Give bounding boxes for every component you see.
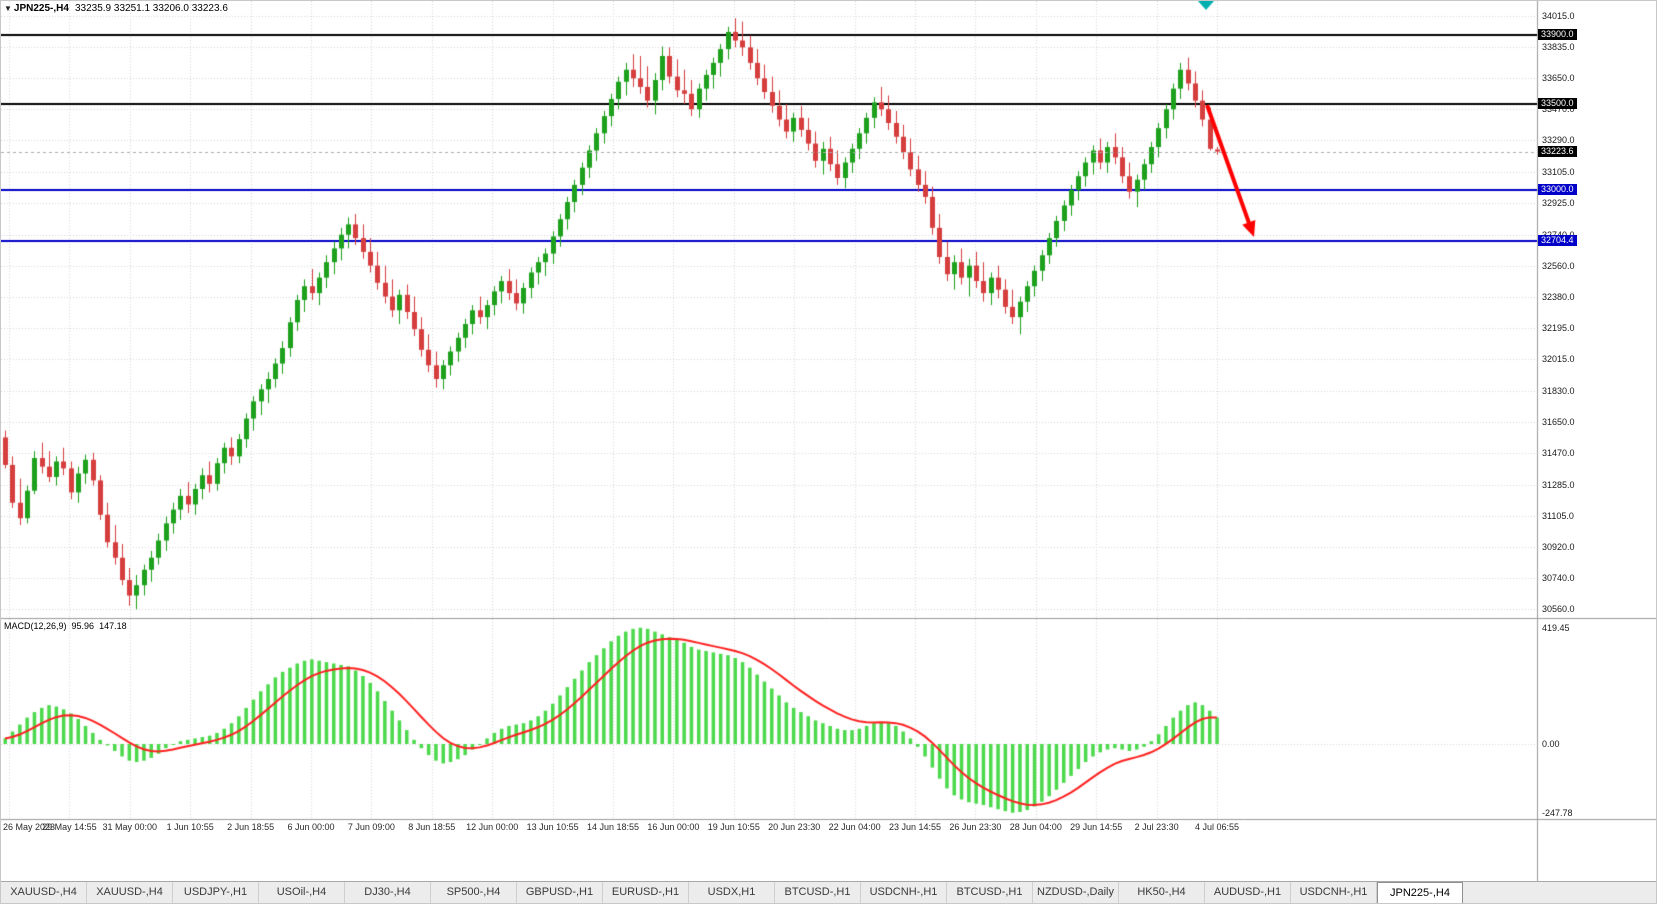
time-axis-label: 7 Jun 09:00 xyxy=(347,822,395,832)
price-tag: 33500.0 xyxy=(1538,98,1577,110)
price-axis-label: 30740.0 xyxy=(1542,573,1575,584)
time-axis-label: 19 Jun 10:55 xyxy=(707,822,760,832)
price-axis-label: 33290.0 xyxy=(1542,135,1575,146)
chart-ohlc-values: 33235.9 33251.1 33206.0 33223.6 xyxy=(74,3,228,14)
macd-name: MACD(12,26,9) xyxy=(4,621,67,631)
macd-axis-label: 419.45 xyxy=(1542,622,1570,633)
symbol-tab-usdjpy-h1[interactable]: USDJPY-,H1 xyxy=(173,882,259,903)
symbol-tab-gbpusd-h1[interactable]: GBPUSD-,H1 xyxy=(517,882,603,903)
price-axis-label: 32740.0 xyxy=(1542,230,1575,241)
price-axis-label: 33470.0 xyxy=(1542,104,1575,115)
symbol-tab-bar: XAUUSD-,H4 XAUUSD-,H4 USDJPY-,H1 USOil-,H4 D… xyxy=(1,881,1656,903)
symbol-tab-eurusd-h1[interactable]: EURUSD-,H1 xyxy=(603,882,689,903)
symbol-tab-nzdusd-daily[interactable]: NZDUSD-,Daily xyxy=(1033,882,1119,903)
macd-axis-label: 0.00 xyxy=(1542,739,1560,749)
chart-area[interactable]: ▼ JPN225-,H4 33235.9 33251.1 33206.0 33223… xyxy=(1,1,1656,883)
time-axis-label: 31 May 00:00 xyxy=(102,822,158,832)
time-axis-label: 20 Jun 23:30 xyxy=(768,822,821,832)
price-axis-label: 30560.0 xyxy=(1542,604,1575,615)
tick-direction-icon: ▼ xyxy=(4,4,12,13)
time-axis-label: 28 Jun 04:00 xyxy=(1009,822,1062,832)
symbol-tab-audusd-h1[interactable]: AUDUSD-,H1 xyxy=(1205,882,1291,903)
time-axis-label: 29 Jun 14:55 xyxy=(1070,822,1123,832)
time-axis-label: 6 Jun 00:00 xyxy=(287,822,335,832)
symbol-tab-dj30-h4[interactable]: DJ30-,H4 xyxy=(345,882,431,903)
price-axis-label: 33650.0 xyxy=(1542,73,1575,84)
price-tag: 33223.6 xyxy=(1538,145,1577,157)
price-axis-label: 34015.0 xyxy=(1542,10,1575,21)
symbol-tab-jpn225-h4[interactable]: JPN225-,H4 xyxy=(1377,882,1463,903)
time-axis-label: 16 Jun 00:00 xyxy=(647,822,700,832)
time-axis-label: 12 Jun 00:00 xyxy=(466,822,519,832)
symbol-tab-sp500-h4[interactable]: SP500-,H4 xyxy=(431,882,517,903)
macd-signal-value: 147.18 xyxy=(99,621,127,631)
symbol-tab-usdcnh-h1[interactable]: USDCNH-,H1 xyxy=(861,882,947,903)
time-axis-label: 1 Jun 10:55 xyxy=(166,822,214,832)
price-axis-label: 32380.0 xyxy=(1542,291,1575,302)
symbol-tab-btcusd-h1[interactable]: BTCUSD-,H1 xyxy=(775,882,861,903)
chart-title: ▼ JPN225-,H4 33235.9 33251.1 33206.0 33223… xyxy=(4,3,228,14)
time-axis-label: 13 Jun 10:55 xyxy=(526,822,579,832)
time-axis-label: 26 May 2023 xyxy=(3,822,56,832)
price-axis-label: 31105.0 xyxy=(1542,510,1574,521)
price-axis-label: 32195.0 xyxy=(1542,323,1575,334)
price-tag: 32704.4 xyxy=(1538,234,1577,246)
symbol-tab-btcusd-h1[interactable]: BTCUSD-,H1 xyxy=(947,882,1033,903)
chart-symbol-period: JPN225-,H4 xyxy=(13,3,69,14)
symbol-tab-xauusd-h4[interactable]: XAUUSD-,H4 xyxy=(87,882,173,903)
price-axis-label: 31650.0 xyxy=(1542,416,1575,427)
time-axis-label: 2 Jun 18:55 xyxy=(227,822,275,832)
time-axis-label: 4 Jul 06:55 xyxy=(1194,822,1240,832)
time-axis-label: 23 Jun 14:55 xyxy=(888,822,942,832)
price-axis-label: 33105.0 xyxy=(1542,166,1575,177)
macd-main-value: 95.96 xyxy=(71,621,95,631)
time-axis-label: 8 Jun 18:55 xyxy=(408,822,456,832)
price-axis-label: 31285.0 xyxy=(1542,479,1575,490)
symbol-tab-usdcnh-h1[interactable]: USDCNH-,H1 xyxy=(1291,882,1377,903)
macd-indicator-label: MACD(12,26,9) 95.96 147.18 xyxy=(4,621,132,631)
time-axis-label: 22 Jun 04:00 xyxy=(828,822,881,832)
price-axis-label: 30920.0 xyxy=(1542,542,1575,553)
time-axis-label: 26 Jun 23:30 xyxy=(949,822,1002,832)
time-axis-label: 2 Jul 23:30 xyxy=(1134,822,1179,832)
price-axis-label: 32925.0 xyxy=(1542,197,1575,208)
price-axis-label: 31470.0 xyxy=(1542,447,1575,458)
symbol-tab-hk50-h4[interactable]: HK50-,H4 xyxy=(1119,882,1205,903)
price-axis-label: 32015.0 xyxy=(1542,354,1575,365)
price-axis-label: 33835.0 xyxy=(1542,41,1575,52)
price-tag: 33900.0 xyxy=(1538,29,1577,41)
price-axis-label: 31830.0 xyxy=(1542,386,1575,397)
time-axis-label: 29 May 14:55 xyxy=(42,822,97,832)
symbol-tab-usoil-h4[interactable]: USOil-,H4 xyxy=(259,882,345,903)
price-chart-canvas[interactable] xyxy=(1,1,1656,883)
price-axis-label: 32560.0 xyxy=(1542,260,1575,271)
time-axis-label: 14 Jun 18:55 xyxy=(586,822,640,832)
symbol-tab-xauusd-h4[interactable]: XAUUSD-,H4 xyxy=(1,882,87,903)
price-tag: 33000.0 xyxy=(1538,184,1577,195)
symbol-tab-usdx-h1[interactable]: USDX,H1 xyxy=(689,882,775,903)
macd-axis-label: -247.78 xyxy=(1542,807,1573,818)
